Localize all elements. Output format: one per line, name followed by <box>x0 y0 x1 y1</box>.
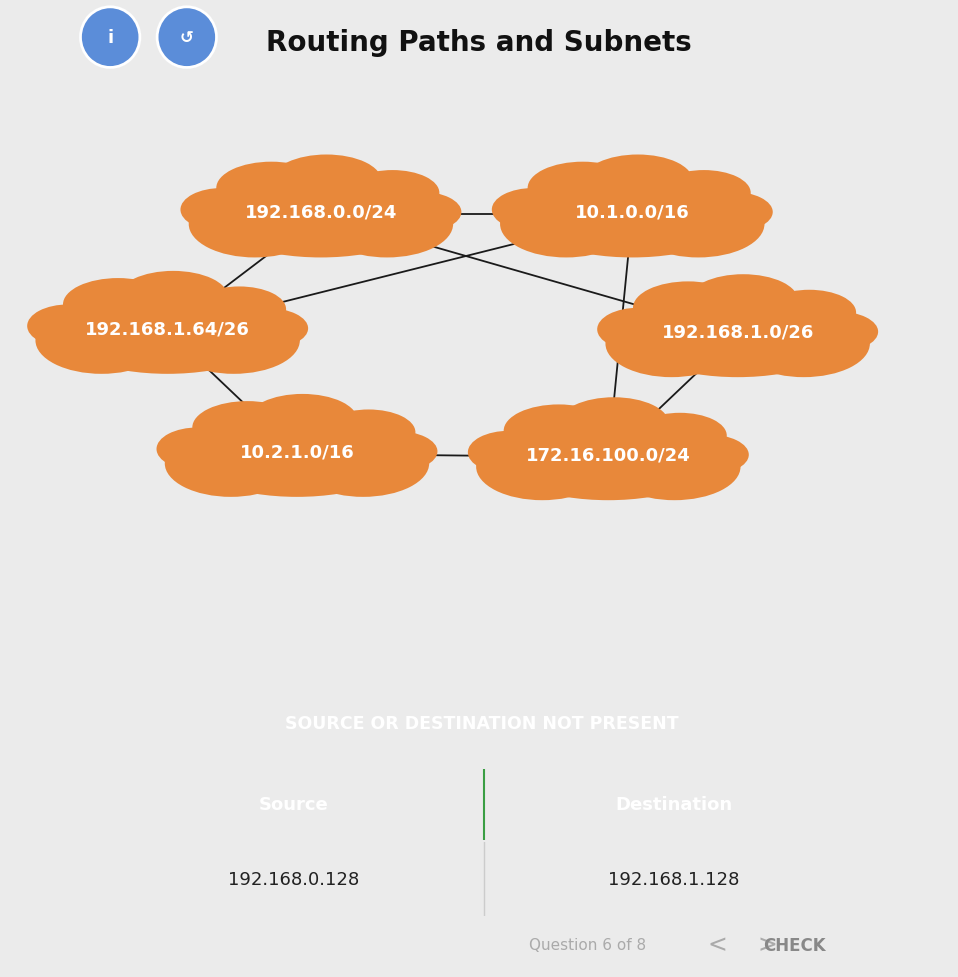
Text: 192.168.1.128: 192.168.1.128 <box>608 871 740 888</box>
Ellipse shape <box>504 405 614 457</box>
Ellipse shape <box>156 428 240 471</box>
Ellipse shape <box>633 282 743 335</box>
Text: i: i <box>107 29 113 47</box>
Text: 10.1.0.0/16: 10.1.0.0/16 <box>575 204 690 222</box>
Text: 172.16.100.0/24: 172.16.100.0/24 <box>526 446 691 464</box>
Text: Question 6 of 8: Question 6 of 8 <box>529 937 646 952</box>
Text: 192.168.0.0/24: 192.168.0.0/24 <box>244 204 398 222</box>
Ellipse shape <box>627 292 848 378</box>
Ellipse shape <box>27 305 110 348</box>
Ellipse shape <box>498 414 718 500</box>
Ellipse shape <box>378 192 462 234</box>
Ellipse shape <box>657 171 751 216</box>
Text: 192.168.1.0/26: 192.168.1.0/26 <box>661 323 814 341</box>
Text: 10.2.1.0/16: 10.2.1.0/16 <box>240 443 354 461</box>
Ellipse shape <box>633 413 727 459</box>
Ellipse shape <box>63 278 173 331</box>
Ellipse shape <box>297 431 429 497</box>
Text: 192.168.0.128: 192.168.0.128 <box>228 871 359 888</box>
Ellipse shape <box>690 192 773 234</box>
Ellipse shape <box>608 434 741 500</box>
Ellipse shape <box>763 290 856 336</box>
Ellipse shape <box>189 191 321 258</box>
Ellipse shape <box>738 311 870 378</box>
Ellipse shape <box>346 171 440 216</box>
Ellipse shape <box>118 272 228 324</box>
Text: 192.168.1.64/26: 192.168.1.64/26 <box>85 320 250 338</box>
Ellipse shape <box>528 162 638 215</box>
Ellipse shape <box>211 172 431 258</box>
Ellipse shape <box>193 402 303 454</box>
Ellipse shape <box>165 431 297 497</box>
Text: Destination: Destination <box>615 795 733 814</box>
Ellipse shape <box>559 398 669 450</box>
Ellipse shape <box>187 411 407 497</box>
Text: <: < <box>708 932 727 956</box>
Ellipse shape <box>168 308 300 374</box>
Ellipse shape <box>666 435 749 476</box>
Ellipse shape <box>193 287 286 332</box>
Text: CHECK: CHECK <box>763 937 826 955</box>
Ellipse shape <box>522 172 742 258</box>
Ellipse shape <box>180 189 263 232</box>
Ellipse shape <box>468 431 551 475</box>
Ellipse shape <box>597 309 680 352</box>
Ellipse shape <box>57 288 278 374</box>
Ellipse shape <box>605 311 738 378</box>
Text: >: > <box>758 932 777 956</box>
Ellipse shape <box>491 189 575 232</box>
Ellipse shape <box>582 155 693 208</box>
Ellipse shape <box>321 191 453 258</box>
Text: Source: Source <box>259 795 329 814</box>
Ellipse shape <box>688 275 798 327</box>
Ellipse shape <box>322 410 416 455</box>
Ellipse shape <box>247 395 357 447</box>
Ellipse shape <box>225 309 308 350</box>
Ellipse shape <box>217 162 327 215</box>
Ellipse shape <box>476 434 608 500</box>
Ellipse shape <box>795 312 878 353</box>
Text: SOURCE OR DESTINATION NOT PRESENT: SOURCE OR DESTINATION NOT PRESENT <box>285 714 678 732</box>
Ellipse shape <box>500 191 632 258</box>
Text: ↺: ↺ <box>180 29 194 47</box>
Ellipse shape <box>271 155 381 208</box>
Ellipse shape <box>35 308 168 374</box>
Ellipse shape <box>632 191 764 258</box>
Ellipse shape <box>354 432 438 472</box>
Text: Routing Paths and Subnets: Routing Paths and Subnets <box>266 29 692 57</box>
